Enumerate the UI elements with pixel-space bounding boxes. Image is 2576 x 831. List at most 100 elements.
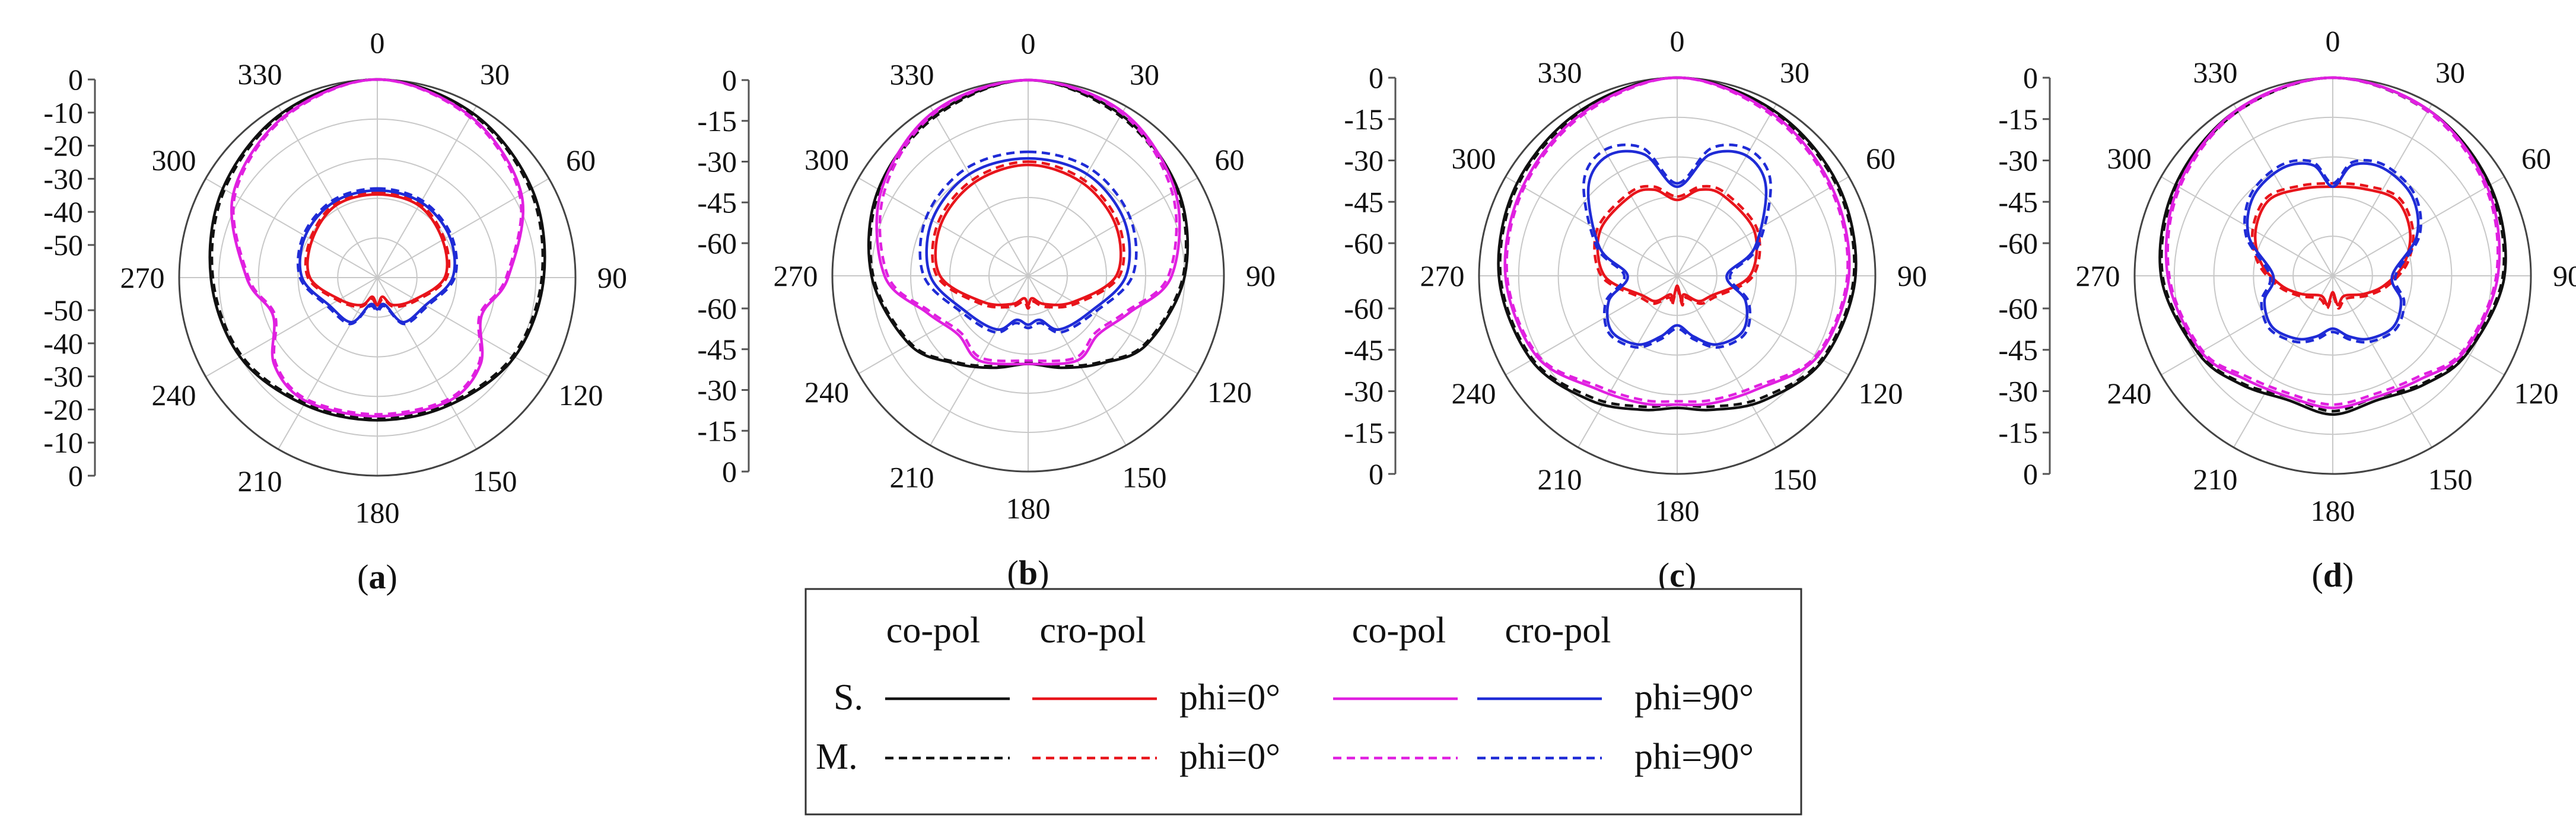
trace-b-m-cro-phi0	[931, 160, 1125, 310]
legend-phi90-label-m: phi=90°	[1634, 737, 1754, 777]
trace-c-m-cro-phi0	[1593, 184, 1761, 307]
radial-tick-label: -10	[43, 96, 83, 129]
radial-tick-label: -30	[43, 360, 83, 393]
radial-tick-label: 0	[2023, 61, 2038, 94]
angle-tick-label: 150	[1122, 460, 1167, 493]
radial-tick-label: -40	[43, 195, 83, 228]
radial-tick-label: -20	[43, 129, 83, 163]
angle-tick-label: 180	[1006, 492, 1051, 525]
polar-panel-b: 0 30 60 90 120 150 180 210 240 270 300 330 0 -15 -30 -4…	[697, 27, 1276, 592]
angle-tick-label: 210	[1538, 463, 1582, 496]
trace-a-s-co-phi90	[230, 78, 524, 418]
radial-tick-label: 0	[722, 455, 737, 488]
radial-tick-label: -10	[43, 426, 83, 459]
angle-tick-label: 210	[890, 460, 934, 493]
angle-tick-label: 60	[1214, 143, 1244, 176]
angle-tick-label: 0	[1670, 24, 1685, 58]
radial-tick-label: -60	[1344, 227, 1384, 260]
legend-header-copol-1: co-pol	[886, 610, 980, 651]
legend-header-cropol-1: cro-pol	[1039, 610, 1146, 651]
angle-tick-label: 30	[1130, 58, 1159, 91]
grid-spoke	[205, 277, 378, 377]
trace-d-m-cro-phi90	[2243, 158, 2422, 344]
grid-spoke	[2161, 275, 2333, 375]
trace-d-m-co-phi90	[2166, 76, 2499, 406]
radial-tick-label: -15	[1344, 416, 1384, 449]
radial-tick-label: -50	[43, 294, 83, 327]
radial-tick-label: -60	[1998, 227, 2038, 260]
angle-tick-label: 30	[2435, 56, 2465, 89]
trace-c-s-cro-phi0	[1596, 188, 1758, 304]
radial-tick-label: -20	[43, 393, 83, 426]
trace-b-s-co-phi90	[875, 78, 1181, 366]
angle-tick-label: 300	[2107, 142, 2152, 175]
grid-spoke	[1677, 275, 1777, 448]
grid-spoke	[1505, 275, 1678, 375]
grid-spoke	[278, 106, 378, 278]
radial-tick-label: -15	[697, 414, 737, 447]
grid-spoke	[2233, 275, 2333, 448]
radial-tick-label: 0	[1369, 457, 1384, 491]
legend-phi0-label-s: phi=0°	[1179, 677, 1280, 718]
angle-tick-label: 240	[804, 375, 849, 409]
radial-tick-label: -30	[1998, 144, 2038, 177]
trace-d-s-co-phi0	[2158, 76, 2507, 416]
grid-spoke	[2332, 104, 2432, 276]
trace-b-m-cro-phi90	[918, 150, 1138, 334]
grid-spoke	[2332, 275, 2432, 448]
radial-tick-label: -30	[43, 162, 83, 195]
trace-a-m-cro-phi0	[304, 191, 451, 309]
legend-box	[804, 588, 1802, 816]
panel-label: (d)	[2312, 556, 2354, 594]
legend-header-copol-2: co-pol	[1352, 610, 1446, 651]
angle-tick-label: 180	[355, 496, 400, 529]
trace-b-m-co-phi90	[878, 78, 1178, 362]
radial-tick-label: -15	[1998, 416, 2038, 449]
angle-tick-label: 30	[480, 58, 510, 91]
trace-b-m-co-phi0	[869, 78, 1188, 368]
panel-label: (c)	[1658, 556, 1696, 594]
trace-a-s-cro-phi0	[306, 193, 449, 307]
trace-b-s-cro-phi0	[934, 163, 1122, 307]
trace-c-s-co-phi0	[1497, 76, 1858, 412]
radial-tick-label: -30	[697, 374, 737, 407]
radial-tick-label: -45	[1998, 333, 2038, 367]
angle-tick-label: 0	[2326, 24, 2340, 58]
grid-spoke	[2332, 275, 2505, 375]
grid-spoke	[1028, 106, 1127, 276]
angle-tick-label: 180	[2311, 494, 2355, 527]
grid-spoke	[1578, 275, 1678, 448]
radial-tick-label: -50	[43, 228, 83, 262]
trace-d-m-co-phi0	[2160, 76, 2505, 413]
angle-tick-label: 120	[558, 378, 603, 412]
angle-tick-label: 120	[1207, 375, 1252, 409]
trace-d-s-co-phi90	[2164, 76, 2501, 409]
radial-tick-label: -45	[1998, 185, 2038, 218]
radial-tick-label: -30	[1998, 375, 2038, 408]
panel-label: (b)	[1007, 553, 1050, 592]
angle-tick-label: 180	[1655, 494, 1700, 527]
angle-tick-label: 330	[2193, 56, 2238, 89]
radial-tick-label: -40	[43, 327, 83, 360]
radial-tick-label: 0	[2023, 457, 2038, 491]
grid-spoke	[1505, 176, 1678, 276]
radial-tick-label: -45	[1344, 185, 1384, 218]
panel-label: (a)	[357, 558, 397, 596]
polar-panel-a: 03060901201501802102402703003300-10-20-3…	[43, 26, 627, 596]
trace-b-s-cro-phi90	[925, 157, 1131, 331]
trace-c-m-co-phi90	[1505, 76, 1849, 403]
angle-tick-label: 150	[473, 464, 517, 498]
angle-tick-label: 210	[2193, 463, 2238, 496]
radial-tick-label: -15	[1998, 103, 2038, 136]
radial-tick-label: -30	[697, 145, 737, 179]
angle-tick-label: 330	[238, 58, 282, 91]
angle-tick-label: 300	[804, 143, 849, 176]
trace-d-s-cro-phi0	[2254, 185, 2412, 307]
radial-tick-label: -60	[697, 292, 737, 325]
radial-tick-label: 0	[68, 459, 83, 492]
grid-spoke	[1677, 176, 1849, 276]
angle-tick-label: 330	[890, 58, 934, 91]
angle-tick-label: 60	[1866, 142, 1896, 175]
angle-tick-label: 270	[2076, 259, 2120, 292]
